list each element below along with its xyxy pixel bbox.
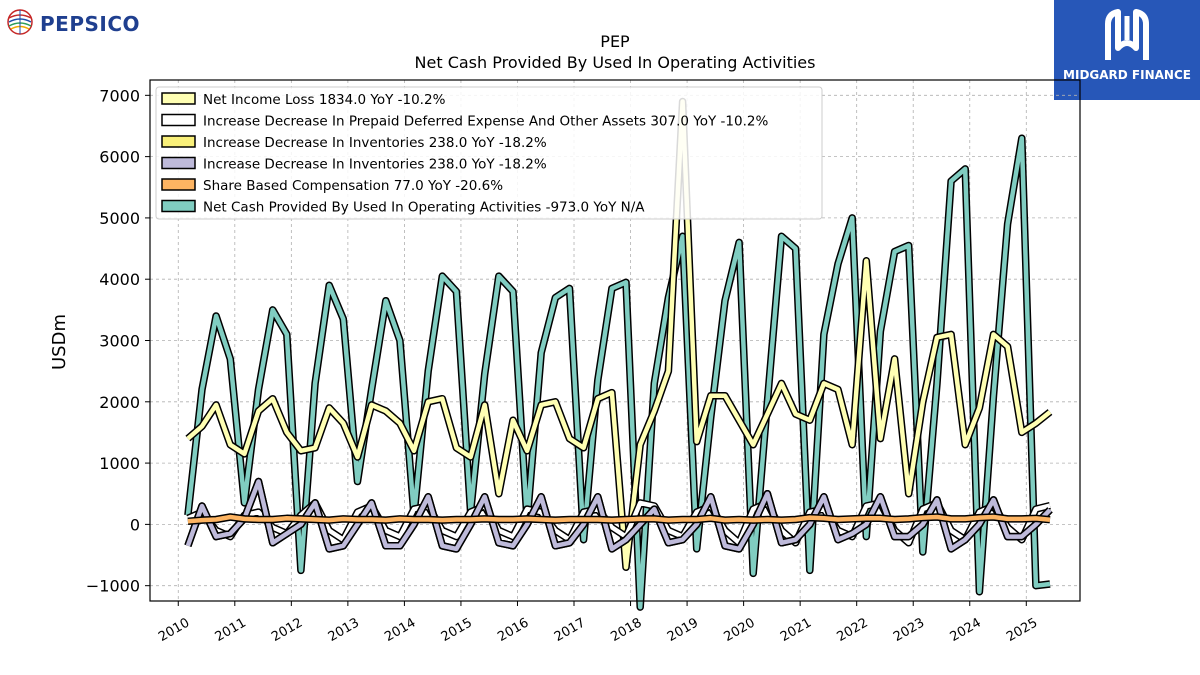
legend: Net Income Loss 1834.0 YoY -10.2% Increas…: [155, 86, 823, 220]
series-line: [185, 97, 1053, 572]
x-tick-label: 2018: [608, 615, 644, 645]
legend-entry: Increase Decrease In Inventories 238.0 Y…: [203, 135, 547, 151]
series-line: [184, 477, 1053, 553]
x-tick-label: 2022: [835, 615, 871, 645]
legend-box: [155, 86, 823, 220]
x-tick-label: 2021: [778, 615, 814, 645]
legend-entry: Net Cash Provided By Used In Operating A…: [203, 200, 645, 216]
series-line: [187, 513, 1051, 526]
legend-swatch: [161, 199, 196, 213]
legend-swatch: [161, 92, 196, 105]
x-tick-label: 2020: [721, 615, 757, 645]
company-name: PEPSICO: [40, 12, 141, 36]
x-tick-label: 2023: [891, 615, 927, 645]
y-axis-label: USDm: [49, 314, 70, 370]
legend-entry: Increase Decrease In Inventories 238.0 Y…: [203, 157, 547, 173]
legend-swatch: [161, 135, 196, 148]
series-line: [186, 499, 1051, 547]
x-tick-label: 2024: [948, 615, 984, 645]
series-line: [184, 134, 1051, 611]
series-stroke: [186, 99, 1052, 570]
y-tick-label: 6000: [99, 148, 140, 167]
legend-entry: Increase Decrease In Prepaid Deferred Ex…: [203, 114, 768, 130]
x-tick-label: 2013: [326, 615, 362, 645]
chart-title: PEP: [600, 32, 630, 51]
brand-logo: MIDGARD FINANCE: [1054, 0, 1200, 100]
y-tick-label: −1000: [86, 577, 140, 596]
x-tick-label: 2015: [439, 615, 475, 645]
brand-name: MIDGARD FINANCE: [1063, 68, 1191, 82]
y-tick-label: 4000: [99, 270, 140, 289]
y-tick-label: 3000: [99, 332, 140, 351]
pepsi-globe-icon: [6, 8, 34, 40]
x-tick-label: 2025: [1004, 615, 1040, 645]
legend-swatch: [161, 113, 196, 127]
x-tick-label: 2012: [269, 615, 305, 645]
y-tick-label: 7000: [99, 86, 140, 105]
x-tick-label: 2011: [213, 615, 249, 645]
x-tick-label: 2014: [382, 615, 418, 645]
series-stroke: [186, 500, 1051, 546]
x-tick-label: 2019: [665, 615, 701, 645]
x-tick-label: 2016: [495, 615, 531, 645]
legend-entry: Net Income Loss 1834.0 YoY -10.2%: [203, 92, 446, 108]
series-stroke: [185, 479, 1052, 552]
legend-swatch: [161, 178, 196, 191]
y-tick-label: 5000: [99, 209, 140, 228]
legend-entry: Share Based Compensation 77.0 YoY -20.6%: [203, 178, 503, 194]
y-tick-label: 1000: [99, 454, 140, 473]
series-lines: [184, 97, 1053, 611]
series-stroke: [185, 135, 1051, 610]
x-tick-label: 2017: [552, 615, 588, 645]
y-tick-label: 2000: [99, 393, 140, 412]
company-logo: PEPSICO: [6, 8, 140, 40]
x-tick-label: 2010: [156, 615, 192, 645]
series-stroke: [187, 514, 1051, 524]
chart-subtitle: Net Cash Provided By Used In Operating A…: [415, 53, 816, 72]
y-tick-label: 0: [130, 515, 140, 534]
legend-swatch: [161, 156, 196, 170]
midgard-m-icon: [1104, 8, 1150, 68]
